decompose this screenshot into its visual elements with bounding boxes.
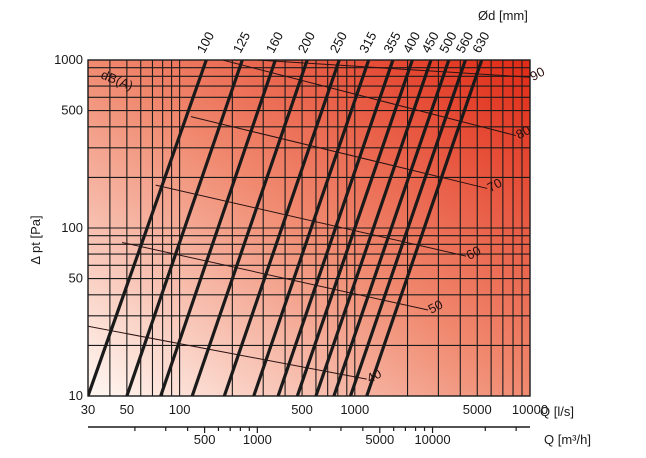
x-tick-label: 100 — [169, 402, 191, 417]
db-line-90 — [256, 60, 530, 78]
diameter-axis-title: Ød [mm] — [478, 8, 528, 23]
diameter-line-100 — [88, 60, 208, 396]
y-tick-label: 100 — [61, 220, 83, 235]
db-line-50 — [122, 241, 429, 311]
diameter-label-250: 250 — [327, 29, 350, 55]
x-tick-labels: 30 50 100 500 1000 5000 10000 — [81, 402, 548, 417]
y-tick-labels: 10 50 100 500 1000 — [54, 52, 83, 403]
diameter-line-200 — [190, 60, 309, 396]
y-tick-label: 10 — [69, 388, 83, 403]
diameter-line-160 — [159, 60, 277, 396]
x2-tick-label: 1000 — [243, 432, 272, 447]
db-labels: 40 50 60 70 80 90 — [364, 64, 547, 386]
y-axis-title: Δ pt [Pa] — [28, 215, 43, 264]
diameter-label-125: 125 — [230, 29, 253, 55]
diameter-lines — [88, 60, 484, 396]
diameter-label-315: 315 — [356, 29, 379, 55]
diameter-line-400 — [295, 60, 414, 396]
diameter-line-355 — [276, 60, 395, 396]
diameter-label-200: 200 — [295, 29, 318, 55]
y-tick-label: 1000 — [54, 52, 83, 67]
x-tick-label: 5000 — [463, 402, 492, 417]
diameter-line-500 — [332, 60, 451, 396]
x-tick-label: 500 — [291, 402, 313, 417]
db-label-70: 70 — [485, 175, 505, 195]
x-tick-label: 10000 — [512, 402, 548, 417]
x2-axis-title: Q [m³/h] — [544, 432, 591, 447]
x2-tick-marks — [134, 427, 517, 433]
diameter-label-355: 355 — [380, 29, 403, 55]
db-label-40: 40 — [364, 366, 384, 386]
diameter-line-450 — [314, 60, 433, 396]
y-tick-label: 500 — [61, 103, 83, 118]
x-tick-label: 1000 — [340, 402, 369, 417]
db-line-40 — [88, 325, 367, 380]
diameter-label-400: 400 — [400, 29, 423, 55]
diameter-line-315 — [252, 60, 371, 396]
diameter-line-250 — [222, 60, 341, 396]
db-label-80: 80 — [513, 122, 533, 142]
x2-tick-labels: 500 1000 5000 10000 — [194, 432, 451, 447]
db-line-70 — [190, 116, 488, 189]
x2-tick-label: 10000 — [414, 432, 450, 447]
diameter-line-125 — [125, 60, 244, 396]
db-label-90: 90 — [527, 64, 547, 84]
x-tick-label: 50 — [120, 402, 134, 417]
x2-tick-label: 5000 — [365, 432, 394, 447]
x-tick-label: 30 — [81, 402, 95, 417]
y-tick-label: 50 — [69, 271, 83, 286]
diameter-label-100: 100 — [194, 29, 217, 55]
grid-lines — [88, 60, 530, 396]
sound-level-lines — [88, 60, 530, 380]
x2-tick-label: 500 — [194, 432, 216, 447]
diameter-line-560 — [348, 60, 467, 396]
diameter-line-630 — [365, 60, 484, 396]
diameter-label-450: 450 — [418, 29, 441, 55]
diameter-label-630: 630 — [469, 29, 492, 55]
plot-frame — [87, 59, 531, 397]
db-label-60: 60 — [464, 243, 484, 263]
db-label-50: 50 — [425, 297, 445, 317]
db-line-60 — [155, 184, 467, 257]
diameter-label-160: 160 — [263, 29, 286, 55]
x-axis-title: Q [l/s] — [540, 404, 574, 419]
